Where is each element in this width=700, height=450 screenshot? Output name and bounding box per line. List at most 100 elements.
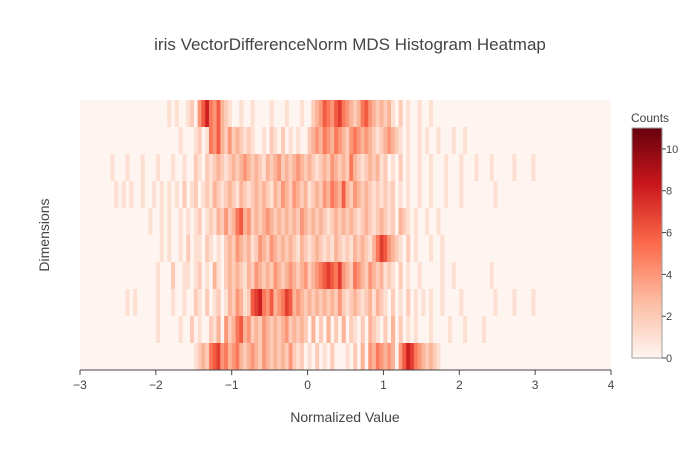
heatmap-cell (235, 235, 240, 262)
heatmap-cell (216, 181, 221, 208)
heatmap-cell (235, 316, 240, 343)
heatmap-cell (205, 262, 210, 289)
heatmap-cell (318, 289, 324, 316)
heatmap-cell (398, 262, 403, 289)
heatmap-cell (265, 235, 270, 262)
heatmap-cell (125, 154, 130, 181)
heatmap-cell (394, 127, 399, 154)
heatmap-cell (307, 127, 312, 154)
x-tick-label: −2 (149, 378, 163, 392)
heatmap-cell (315, 289, 320, 316)
heatmap-cell (262, 154, 267, 181)
heatmap-cell (114, 181, 119, 208)
heatmap-cell (345, 235, 350, 262)
heatmap-cell (428, 154, 434, 181)
heatmap-cell (303, 289, 308, 316)
heatmap-cell (208, 127, 214, 154)
heatmap-cell (372, 154, 377, 181)
heatmap-cell (368, 262, 373, 289)
heatmap-cell (227, 289, 233, 316)
heatmap-cell (364, 100, 369, 127)
heatmap-cell (379, 181, 384, 208)
heatmap-cell (208, 100, 214, 127)
heatmap-cell (281, 262, 286, 289)
heatmap-cell (440, 262, 445, 289)
heatmap-cell (220, 181, 225, 208)
heatmap-cell (250, 262, 255, 289)
heatmap-cell (299, 181, 305, 208)
heatmap-cell (243, 181, 248, 208)
heatmap-cell (436, 343, 441, 370)
heatmap-cell (212, 181, 217, 208)
heatmap-cell (326, 100, 331, 127)
heatmap-cell (224, 154, 229, 181)
heatmap-cell (292, 316, 297, 343)
heatmap-cell (174, 100, 179, 127)
heatmap-cell (125, 289, 130, 316)
heatmap-cell (368, 127, 373, 154)
heatmap-cell (383, 343, 388, 370)
heatmap-cell (398, 316, 403, 343)
heatmap-cell (250, 100, 255, 127)
heatmap-cell (284, 100, 289, 127)
heatmap-cell (193, 343, 198, 370)
heatmap-cell (243, 343, 248, 370)
heatmap-cell (186, 100, 191, 127)
heatmap-cell (531, 289, 536, 316)
heatmap-cell (375, 181, 380, 208)
heatmap-cell (193, 262, 198, 289)
x-tick-label: 4 (608, 378, 615, 392)
heatmap-cell (353, 181, 358, 208)
heatmap-cell (239, 289, 244, 316)
heatmap-cell (379, 208, 384, 235)
heatmap-cell (406, 262, 411, 289)
heatmap-cell (110, 154, 115, 181)
heatmap-cell (258, 181, 263, 208)
heatmap-cell (383, 154, 388, 181)
heatmap-cell (171, 262, 176, 289)
heatmap-cell (205, 235, 210, 262)
heatmap-cell (337, 208, 342, 235)
heatmap-cell (152, 181, 157, 208)
heatmap-cell (318, 235, 324, 262)
heatmap-cell (224, 127, 229, 154)
heatmap-cell (356, 100, 361, 127)
heatmap-cell (406, 181, 411, 208)
heatmap-cell (356, 181, 361, 208)
heatmap-cell (375, 100, 380, 127)
heatmap-cell (155, 262, 160, 289)
colorbar-tick-label: 10 (666, 144, 678, 156)
heatmap-cell (436, 127, 441, 154)
heatmap-cell (406, 235, 411, 262)
heatmap-cell (375, 262, 380, 289)
heatmap-cell (262, 181, 267, 208)
heatmap-cell (155, 289, 160, 316)
heatmap-cell (140, 181, 145, 208)
heatmap-cell (193, 127, 198, 154)
heatmap-cell (364, 127, 369, 154)
heatmap-cell (345, 181, 350, 208)
heatmap-cell (428, 316, 434, 343)
heatmap-cell (360, 127, 365, 154)
heatmap-cell (208, 208, 214, 235)
heatmap-cell (262, 208, 267, 235)
heatmap-cell (360, 316, 365, 343)
heatmap-cell (262, 262, 267, 289)
heatmap-cell (326, 208, 331, 235)
heatmap-cell (360, 289, 365, 316)
heatmap-cell (391, 262, 396, 289)
heatmap-cell (322, 154, 327, 181)
heatmap-cell (193, 154, 198, 181)
heatmap-cell (254, 181, 259, 208)
heatmap-cell (292, 262, 297, 289)
heatmap-cell (337, 235, 342, 262)
heatmap-cell (322, 289, 327, 316)
heatmap-cell (224, 262, 229, 289)
heatmap-cell (341, 262, 346, 289)
heatmap-cell (231, 235, 236, 262)
heatmap-cell (383, 262, 388, 289)
heatmap-cell (224, 235, 229, 262)
heatmap-cell (349, 316, 354, 343)
heatmap-cell (281, 154, 286, 181)
x-tick-label: 3 (532, 378, 539, 392)
